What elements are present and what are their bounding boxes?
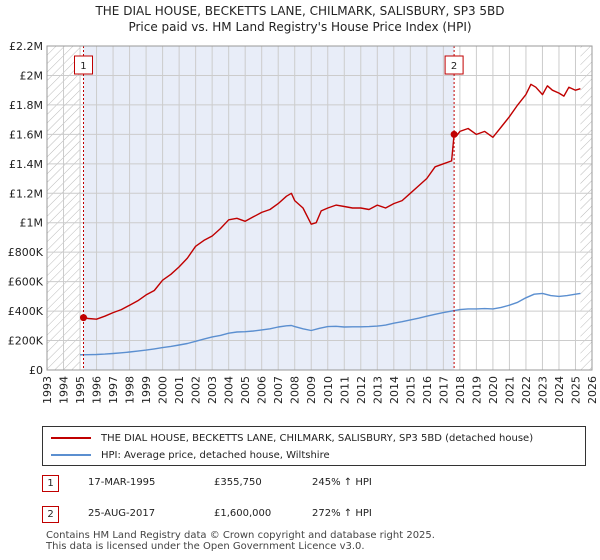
sale-hpi-change: 272% ↑ HPI [312, 508, 372, 519]
x-tick-label: 1997 [107, 376, 120, 404]
sale-marker-label-2: 2 [451, 61, 457, 72]
x-tick-label: 2008 [289, 376, 302, 404]
x-tick-label: 2025 [569, 376, 582, 404]
y-tick-label: £400K [8, 305, 44, 318]
chart-title-line1: THE DIAL HOUSE, BECKETTS LANE, CHILMARK,… [95, 4, 505, 18]
y-tick-label: £600K [8, 276, 44, 289]
sale-date: 17-MAR-1995 [88, 477, 156, 488]
x-tick-label: 2000 [157, 376, 170, 404]
legend-label-hpi: HPI: Average price, detached house, Wilt… [101, 449, 330, 461]
x-tick-label: 2016 [421, 376, 434, 404]
x-tick-label: 1998 [124, 376, 137, 404]
y-tick-label: £1.2M [9, 187, 43, 200]
x-tick-label: 2014 [388, 376, 401, 404]
legend-item-hpi: HPI: Average price, detached house, Wilt… [51, 447, 330, 463]
footer-attribution: Contains HM Land Registry data © Crown c… [46, 530, 435, 552]
sale-marker-box-2 [444, 55, 464, 75]
x-tick-label: 2007 [272, 376, 285, 404]
x-tick-label: 2002 [190, 376, 203, 404]
y-tick-label: £1.4M [9, 158, 43, 171]
x-tick-label: 2017 [437, 376, 450, 404]
x-tick-label: 1995 [74, 376, 87, 404]
sale-number-badge: 2 [42, 506, 59, 523]
x-tick-label: 2020 [487, 376, 500, 404]
x-tick-label: 2021 [503, 376, 516, 404]
y-tick-label: £1.6M [9, 128, 43, 141]
y-tick-label: £2M [20, 69, 44, 82]
sale-point-2 [450, 130, 458, 138]
sale-hpi-change: 245% ↑ HPI [312, 477, 372, 488]
footer-line-2: This data is licensed under the Open Gov… [46, 541, 365, 552]
y-tick-label: £200K [8, 335, 44, 348]
x-tick-label: 2005 [239, 376, 252, 404]
x-tick-label: 2023 [536, 376, 549, 404]
footer-line-1: Contains HM Land Registry data © Crown c… [46, 530, 435, 541]
plot-border [46, 45, 593, 371]
x-tick-label: 1999 [140, 376, 153, 404]
x-tick-label: 2018 [454, 376, 467, 404]
x-tick-label: 2011 [338, 376, 351, 404]
x-tick-label: 2010 [322, 376, 335, 404]
x-tick-label: 2024 [553, 376, 566, 404]
sale-price: £355,750 [214, 477, 262, 488]
chart-area: 1 2 £0 £200K £400K £600K £800K £1M £1.2M £1.4M £1… [8, 40, 599, 404]
x-tick-label: 2012 [355, 376, 368, 404]
x-tick-label: 2004 [223, 376, 236, 404]
y-tick-label: £0 [29, 364, 43, 377]
sale-date: 25-AUG-2017 [88, 508, 156, 519]
sale-number-badge: 1 [42, 475, 59, 492]
x-tick-label: 2026 [586, 376, 599, 404]
x-tick-label: 2013 [371, 376, 384, 404]
x-tick-label: 2022 [520, 376, 533, 404]
x-tick-label: 1994 [58, 376, 71, 404]
y-tick-label: £1M [20, 217, 44, 230]
ownership-shaded-region [83, 46, 455, 370]
x-tick-label: 2006 [256, 376, 269, 404]
x-tick-label: 1993 [41, 376, 54, 404]
sale-row-1: 1 17-MAR-1995 £355,750 245% ↑ HPI [42, 475, 582, 495]
sale-point-1 [79, 314, 87, 322]
x-tick-label: 2019 [470, 376, 483, 404]
x-tick-label: 2001 [173, 376, 186, 404]
x-tick-label: 1996 [91, 376, 104, 404]
property-price-line [83, 83, 581, 320]
sale-marker-label-1: 1 [80, 61, 86, 72]
y-tick-label: £1.8M [9, 99, 43, 112]
legend-swatch-property [51, 437, 91, 439]
sale-marker-box-1 [73, 55, 93, 75]
x-tick-label: 2003 [206, 376, 219, 404]
legend-swatch-hpi [51, 454, 91, 456]
legend-item-property: THE DIAL HOUSE, BECKETTS LANE, CHILMARK,… [51, 430, 533, 446]
y-tick-label: £800K [8, 246, 44, 259]
hatched-region-2 [580, 46, 592, 370]
hpi-line [79, 292, 581, 356]
sale-price: £1,600,000 [214, 508, 272, 519]
x-tick-label: 2009 [305, 376, 318, 404]
legend-label-property: THE DIAL HOUSE, BECKETTS LANE, CHILMARK,… [101, 432, 534, 444]
y-tick-label: £2.2M [9, 40, 43, 53]
sale-row-2: 2 25-AUG-2017 £1,600,000 272% ↑ HPI [42, 506, 582, 526]
legend: THE DIAL HOUSE, BECKETTS LANE, CHILMARK,… [42, 426, 586, 466]
chart-title-line2: Price paid vs. HM Land Registry's House … [128, 20, 472, 34]
x-tick-label: 2015 [404, 376, 417, 404]
